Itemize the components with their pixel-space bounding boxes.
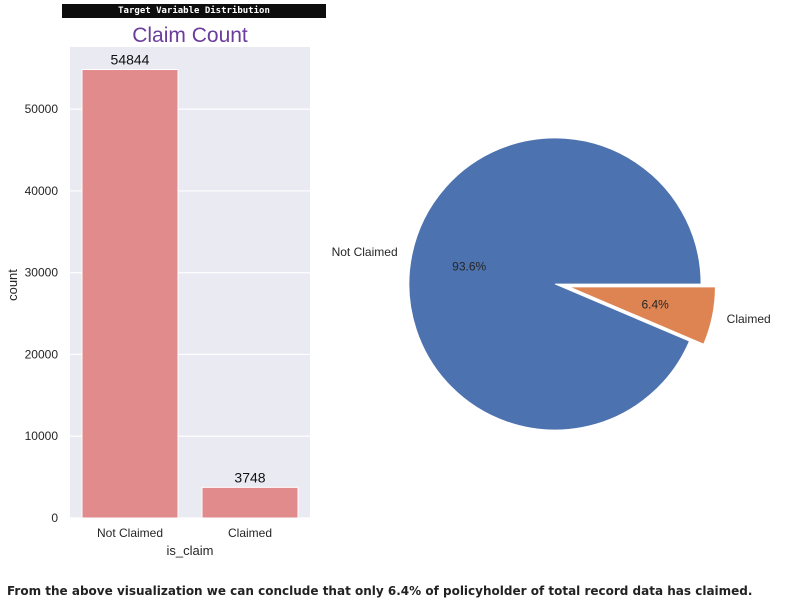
figure: 54844 3748 0 10000 20000 30000 40000 50000 Not…	[5, 24, 771, 558]
y-tick-label: 20000	[25, 347, 59, 361]
x-tick-label: Claimed	[228, 526, 272, 540]
y-tick-label: 30000	[25, 266, 59, 280]
pie-category-label: Claimed	[727, 312, 771, 326]
conclusion-text: From the above visualization we can conc…	[7, 584, 753, 598]
y-tick-label: 0	[51, 511, 58, 525]
y-axis-label: count	[5, 269, 20, 301]
bar-value-label: 54844	[111, 52, 150, 68]
pie-slice	[569, 286, 716, 345]
x-tick-label: Not Claimed	[97, 526, 163, 540]
y-tick-label: 10000	[25, 429, 59, 443]
pie-slice	[408, 137, 702, 431]
pie-category-label: Not Claimed	[332, 245, 398, 259]
pie-pct-label: 93.6%	[452, 260, 486, 274]
banner-title: Target Variable Distribution	[62, 4, 326, 18]
chart-title: Claim Count	[132, 24, 248, 47]
y-tick-label: 50000	[25, 102, 59, 116]
bar-value-label: 3748	[234, 469, 265, 485]
bar	[201, 486, 299, 519]
bar	[81, 69, 179, 519]
pie-pct-label: 6.4%	[641, 297, 669, 311]
y-tick-label: 40000	[25, 184, 59, 198]
x-axis-label: is_claim	[167, 543, 214, 558]
